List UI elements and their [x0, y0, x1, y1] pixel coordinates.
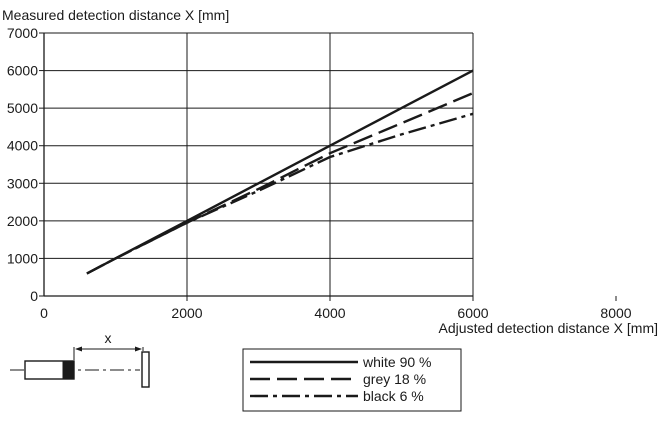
- y-tick-label: 1000: [7, 250, 38, 266]
- legend-box: [242, 348, 462, 412]
- legend-label: grey 18 %: [363, 371, 426, 387]
- sensor-lens: [62, 360, 75, 380]
- y-tick-label: 2000: [7, 213, 38, 229]
- sensor-diagram: x: [10, 330, 150, 388]
- legend: white 90 %grey 18 %black 6 %: [242, 348, 462, 412]
- x-tick-label: 4000: [314, 305, 345, 321]
- legend-label: black 6 %: [363, 388, 424, 404]
- x-tick-label: 8000: [600, 305, 631, 321]
- series-line-dash-dot: [86, 112, 474, 275]
- x-tick-label: 0: [40, 305, 48, 321]
- target-object: [141, 351, 150, 388]
- x-axis-title: Adjusted detection distance X [mm]: [439, 320, 658, 336]
- y-tick-label: 7000: [7, 25, 38, 41]
- plot-area: 0 1000 2000 3000 4000 5000 6000 7000 0 2000 4000 60…: [7, 25, 632, 321]
- legend-label: white 90 %: [362, 354, 431, 370]
- y-axis-title: Measured detection distance X [mm]: [2, 7, 229, 23]
- y-tick-label: 3000: [7, 175, 38, 191]
- y-tick-label: 6000: [7, 63, 38, 79]
- y-tick-label: 5000: [7, 100, 38, 116]
- arrowhead-left: [75, 346, 82, 352]
- x-tick-label: 2000: [171, 305, 202, 321]
- distance-label: x: [105, 330, 112, 346]
- y-tick-label: 0: [30, 288, 38, 304]
- y-tick-label: 4000: [7, 138, 38, 154]
- x-tick-label: 6000: [457, 305, 488, 321]
- arrowhead-right: [135, 346, 142, 352]
